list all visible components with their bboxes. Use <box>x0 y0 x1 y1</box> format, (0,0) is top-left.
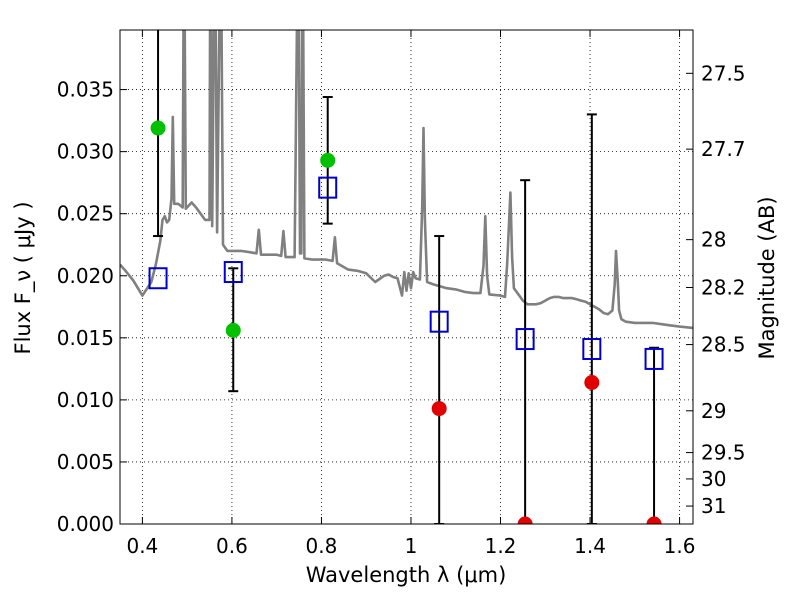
magnitude-tick-label: 28.5 <box>701 333 746 357</box>
x-tick-label: 0.4 <box>126 534 158 558</box>
y-tick-label: 0.025 <box>57 202 114 226</box>
model-photometry-point <box>515 328 535 351</box>
error-bar <box>434 235 445 524</box>
x-tick-label: 1 <box>405 534 418 558</box>
non-detection-point <box>517 516 533 524</box>
y-tick-label: 0.020 <box>57 264 114 288</box>
non-detection-point <box>431 401 447 417</box>
detection-point <box>320 152 336 168</box>
y-tick-label: 0.005 <box>57 450 114 474</box>
model-photometry-point <box>644 347 664 370</box>
magnitude-tick-label: 27.5 <box>701 61 746 85</box>
grid <box>120 30 693 524</box>
error-bar <box>649 346 660 524</box>
y-axis-label: Flux F_ν ( μJy ) <box>11 201 36 354</box>
y-tick-label: 0.015 <box>57 326 114 350</box>
plot-frame <box>119 29 694 525</box>
magnitude-axis-label: Magnitude (AB) <box>755 196 779 359</box>
magnitude-tick-label: 29.5 <box>701 441 746 465</box>
error-bars <box>153 30 660 524</box>
error-bar <box>586 113 597 524</box>
magnitude-tick-label: 27.7 <box>701 137 746 161</box>
y-tick-label: 0.035 <box>57 78 114 102</box>
x-tick-label: 0.6 <box>216 534 248 558</box>
magnitude-tick-label: 28 <box>701 228 726 252</box>
x-axis-label: Wavelength λ (μm) <box>306 563 507 587</box>
spectrum-line <box>120 30 693 330</box>
y-tick-label: 0.010 <box>57 388 114 412</box>
x-tick-label: 1.4 <box>574 534 606 558</box>
axis-ticks <box>120 30 693 525</box>
magnitude-tick-label: 28.2 <box>701 275 746 299</box>
non-detection-point <box>584 375 600 391</box>
data-points <box>148 120 664 524</box>
x-tick-label: 0.8 <box>306 534 338 558</box>
y-tick-label: 0.000 <box>57 512 114 536</box>
tick-labels: 0.4 0.6 0.8 1 1.2 1.4 1.6 0.000 0.005 0.010 0.015 0… <box>57 61 746 558</box>
model-photometry-point <box>148 267 168 290</box>
magnitude-tick-label: 31 <box>701 494 726 518</box>
model-photometry-point <box>223 261 243 284</box>
error-bar <box>520 179 531 524</box>
model-photometry-point <box>429 310 449 333</box>
detection-point <box>225 322 241 338</box>
model-photometry-point <box>582 337 602 360</box>
y-tick-label: 0.030 <box>57 140 114 164</box>
x-tick-label: 1.2 <box>485 534 517 558</box>
model-spectrum <box>120 30 693 330</box>
model-photometry-point <box>318 176 338 199</box>
x-tick-label: 1.6 <box>664 534 696 558</box>
magnitude-tick-label: 29 <box>701 399 726 423</box>
magnitude-tick-label: 30 <box>701 467 726 491</box>
non-detection-point <box>646 516 662 524</box>
detection-point <box>150 120 166 136</box>
